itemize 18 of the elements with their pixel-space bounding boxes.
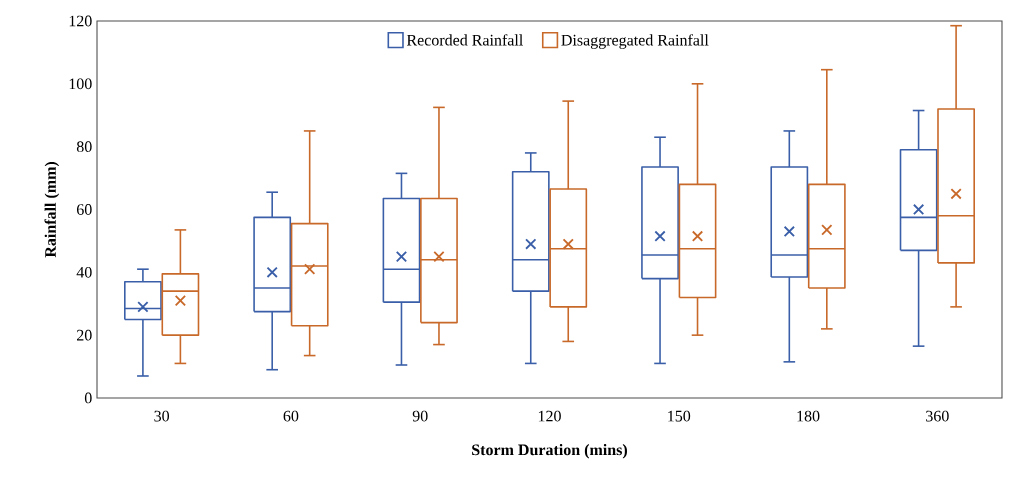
x-tick-label: 60 xyxy=(283,410,299,422)
y-tick-label: 60 xyxy=(76,204,92,215)
x-tick-label: 150 xyxy=(668,410,691,422)
x-axis-title: Storm Duration (mins) xyxy=(472,443,627,459)
y-tick-label: 100 xyxy=(69,78,92,90)
x-tick-label: 120 xyxy=(538,410,561,422)
x-tick-label: 30 xyxy=(154,410,170,422)
y-tick-label: 0 xyxy=(84,392,92,404)
y-tick-label: 40 xyxy=(76,266,92,278)
y-tick-label: 80 xyxy=(76,141,92,153)
legend-label: Recorded Rainfall xyxy=(406,34,523,46)
x-tick-label: 90 xyxy=(412,410,428,422)
x-tick-label: 180 xyxy=(797,410,820,422)
y-tick-label: 120 xyxy=(69,15,92,27)
x-tick-label: 360 xyxy=(926,410,949,422)
legend-label: Disaggregated Rainfall xyxy=(561,34,709,49)
y-tick-label: 20 xyxy=(77,329,92,341)
y-axis-title: Rainfall (mm) xyxy=(44,161,60,258)
